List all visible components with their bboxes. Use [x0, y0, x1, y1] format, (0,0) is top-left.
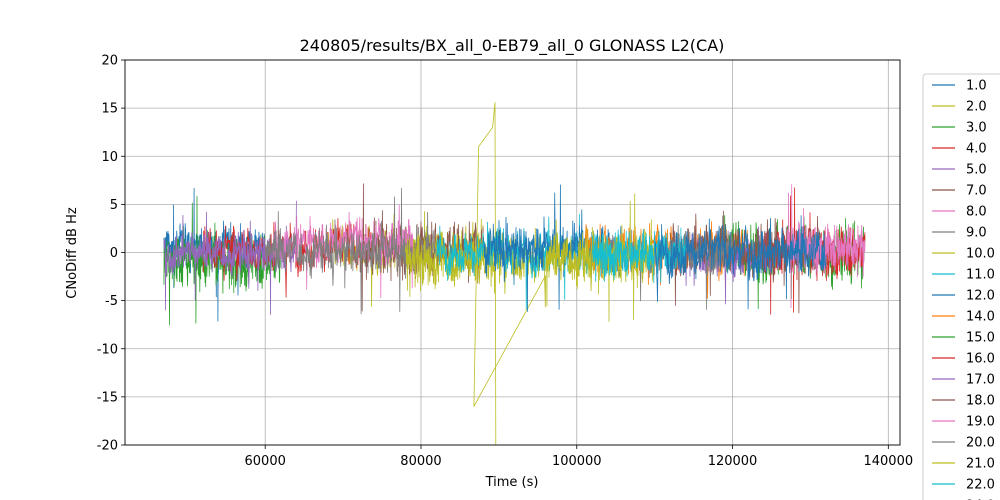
series-line-19-0	[786, 184, 866, 309]
legend-entry: 11.0	[966, 268, 995, 283]
legend-entry: 2.0	[966, 100, 987, 115]
legend-entry: 18.0	[966, 394, 995, 409]
x-axis-label: Time (s)	[485, 475, 539, 490]
legend-entry: 21.0	[966, 457, 995, 472]
series-line-24-0	[654, 215, 827, 310]
y-tick-label: -20	[97, 439, 118, 454]
y-tick-label: 10	[101, 150, 118, 165]
legend-entry: 10.0	[966, 247, 995, 262]
legend-entry: 20.0	[966, 436, 995, 451]
legend-box	[922, 73, 1000, 500]
legend-entry: 24.0	[966, 499, 995, 500]
series-line-22-0	[591, 227, 687, 284]
legend-entry: 8.0	[966, 205, 987, 220]
y-tick-label: -5	[105, 294, 118, 309]
x-axis: 60000 80000 100000 120000 140000	[245, 445, 913, 469]
legend: 1.0 2.0 3.0 4.0 5.0 7.0 8.0 9.0 10.0 11.0 12.0 14.0…	[922, 73, 1000, 500]
legend-entry: 16.0	[966, 352, 995, 367]
y-axis: -20 -15 -10 -5 0 5 10 15 20	[97, 54, 125, 454]
y-tick-label: -10	[97, 342, 118, 357]
y-tick-label: 5	[110, 198, 118, 213]
legend-entry: 4.0	[966, 142, 987, 157]
x-tick-label: 60000	[245, 454, 286, 469]
legend-entry: 12.0	[966, 289, 995, 304]
legend-entry: 9.0	[966, 226, 987, 241]
series-line-10-0	[405, 102, 546, 445]
series-line-9-0	[264, 188, 437, 315]
legend-entry: 14.0	[966, 310, 995, 325]
legend-entry: 7.0	[966, 184, 987, 199]
y-tick-label: 15	[101, 102, 118, 117]
y-tick-label: -15	[97, 390, 118, 405]
y-axis-label: CNoDiff dB Hz	[65, 207, 80, 299]
legend-entry: 15.0	[966, 331, 995, 346]
x-tick-label: 100000	[552, 454, 602, 469]
series-group	[163, 102, 866, 445]
chart-title: 240805/results/BX_all_0-EB79_all_0 GLONA…	[300, 36, 725, 56]
legend-entry: 22.0	[966, 478, 995, 493]
x-tick-label: 140000	[863, 454, 913, 469]
legend-entry: 1.0	[966, 79, 987, 94]
series-line-11-0	[436, 213, 609, 310]
legend-entry: 5.0	[966, 163, 987, 178]
legend-entry: 3.0	[966, 121, 987, 136]
y-tick-label: 0	[110, 246, 118, 261]
y-tick-label: 20	[101, 54, 118, 69]
legend-entry: 17.0	[966, 373, 995, 388]
x-tick-label: 80000	[400, 454, 441, 469]
x-tick-label: 120000	[708, 454, 758, 469]
legend-entry: 19.0	[966, 415, 995, 430]
